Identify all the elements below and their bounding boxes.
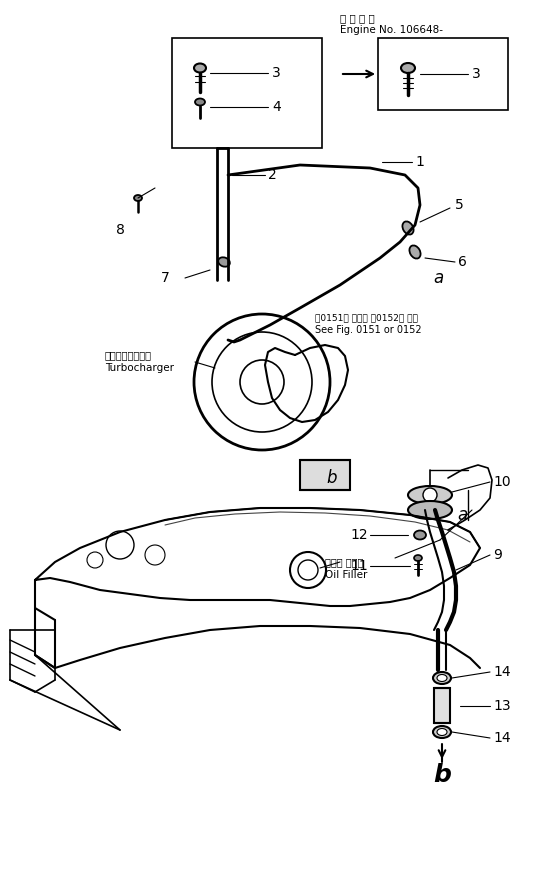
Text: 適 用 号 機: 適 用 号 機 bbox=[340, 13, 375, 23]
Ellipse shape bbox=[134, 195, 142, 201]
Ellipse shape bbox=[408, 501, 452, 519]
Text: Turbocharger: Turbocharger bbox=[105, 363, 174, 373]
Ellipse shape bbox=[218, 258, 230, 266]
Ellipse shape bbox=[195, 99, 205, 106]
Text: 10: 10 bbox=[493, 475, 510, 489]
Ellipse shape bbox=[437, 729, 447, 736]
Text: 9: 9 bbox=[493, 548, 502, 562]
Ellipse shape bbox=[401, 63, 415, 73]
Text: オイル フィラ: オイル フィラ bbox=[325, 557, 364, 567]
Text: a: a bbox=[433, 269, 443, 287]
Ellipse shape bbox=[403, 221, 414, 235]
Text: 7: 7 bbox=[161, 271, 170, 285]
Text: 5: 5 bbox=[455, 198, 464, 212]
Text: 1: 1 bbox=[415, 155, 424, 169]
Text: 13: 13 bbox=[493, 699, 510, 713]
Ellipse shape bbox=[414, 530, 426, 540]
Text: 6: 6 bbox=[458, 255, 467, 269]
Circle shape bbox=[423, 488, 437, 502]
Text: ターボチャージャ: ターボチャージャ bbox=[105, 350, 152, 360]
Text: 14: 14 bbox=[493, 731, 510, 745]
Text: 第0151図 または 第0152図 参照: 第0151図 または 第0152図 参照 bbox=[315, 313, 418, 323]
Ellipse shape bbox=[414, 555, 422, 561]
Text: 8: 8 bbox=[116, 223, 125, 237]
Text: 3: 3 bbox=[272, 66, 281, 80]
Text: 14: 14 bbox=[493, 665, 510, 679]
Ellipse shape bbox=[194, 64, 206, 72]
Bar bbox=[434, 688, 450, 723]
Text: b: b bbox=[433, 763, 451, 787]
Bar bbox=[172, 38, 322, 148]
Text: 2: 2 bbox=[268, 168, 277, 182]
Ellipse shape bbox=[433, 672, 451, 684]
Text: See Fig. 0151 or 0152: See Fig. 0151 or 0152 bbox=[315, 325, 421, 335]
Bar bbox=[378, 38, 508, 110]
Text: b: b bbox=[327, 469, 337, 487]
Text: 3: 3 bbox=[472, 67, 481, 81]
Ellipse shape bbox=[408, 486, 452, 504]
Ellipse shape bbox=[433, 726, 451, 738]
Text: 12: 12 bbox=[350, 528, 368, 542]
Ellipse shape bbox=[437, 675, 447, 682]
Text: Oil Filler: Oil Filler bbox=[325, 570, 368, 580]
Text: 4: 4 bbox=[272, 100, 281, 114]
Text: a: a bbox=[457, 506, 467, 524]
Ellipse shape bbox=[409, 245, 420, 258]
Text: Engine No. 106648-: Engine No. 106648- bbox=[340, 25, 443, 35]
Bar bbox=[300, 460, 350, 490]
Text: 11: 11 bbox=[350, 559, 368, 573]
